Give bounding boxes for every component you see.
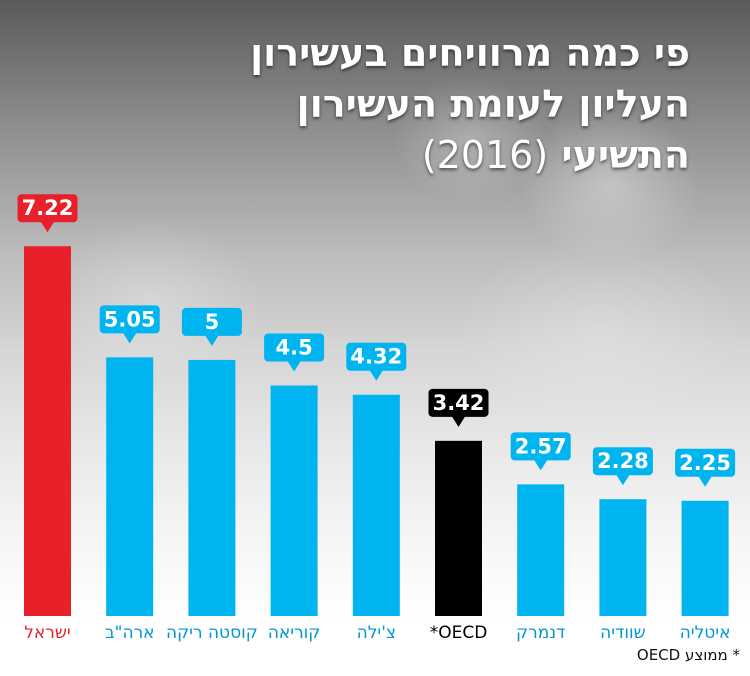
category-label-8: איטליה — [680, 623, 731, 643]
bar-4 — [352, 394, 400, 616]
value-label-1: 5.05 — [104, 307, 156, 331]
category-label-2: קוסטה ריקה — [166, 623, 258, 643]
bar-0 — [24, 246, 71, 616]
bar-3 — [270, 385, 318, 616]
value-label-5: 3.42 — [433, 391, 485, 415]
bar-2 — [188, 359, 236, 616]
footnote: * ממוצע OECD — [636, 646, 740, 664]
value-callout-3 — [264, 333, 325, 362]
value-callout-4 — [346, 342, 407, 371]
category-label-3: קוריאה — [268, 623, 321, 643]
value-callout-2 — [181, 307, 242, 336]
category-label-4: צ'ילה — [357, 623, 396, 643]
chart-title: פי כמה מרוויחים בעשירון העליון לעומת העש… — [40, 28, 690, 181]
bar-8 — [681, 500, 729, 616]
value-callout-1 — [99, 305, 160, 334]
title-year: (2016) — [421, 133, 549, 177]
bar-7 — [599, 499, 647, 616]
bar-1 — [106, 357, 154, 616]
value-callout-pointer-5 — [451, 415, 466, 427]
value-callout-pointer-4 — [369, 369, 384, 381]
value-callout-pointer-0 — [40, 221, 55, 233]
category-label-7: שוודיה — [600, 623, 646, 643]
value-label-3: 4.5 — [275, 336, 312, 360]
category-label-6: דנמרק — [516, 623, 565, 643]
value-callout-pointer-8 — [698, 475, 713, 487]
value-label-6: 2.57 — [515, 434, 567, 458]
title-line-3-text: התשיעי — [561, 133, 690, 177]
title-line-1: פי כמה מרוויחים בעשירון — [250, 31, 690, 75]
category-label-0: ישראל — [24, 623, 70, 643]
bar-5 — [435, 440, 482, 616]
value-label-8: 2.25 — [679, 451, 731, 475]
title-line-2: העליון לעומת העשירון — [296, 82, 690, 126]
value-label-4: 4.32 — [350, 345, 402, 369]
value-callout-pointer-6 — [533, 459, 548, 471]
value-callout-0 — [17, 194, 78, 223]
category-label-5: OECD* — [430, 623, 488, 643]
bar-6 — [517, 484, 565, 616]
value-callout-5 — [428, 388, 489, 417]
value-label-7: 2.28 — [597, 449, 649, 473]
value-callout-7 — [592, 447, 653, 476]
value-callout-pointer-2 — [204, 334, 219, 346]
value-callout-pointer-7 — [615, 474, 630, 486]
value-label-2: 5 — [205, 310, 220, 334]
category-label-1: ארה"ב — [105, 623, 155, 643]
value-callout-8 — [675, 448, 736, 477]
value-callout-6 — [510, 432, 571, 461]
value-label-0: 7.22 — [22, 196, 74, 220]
title-line-3: התשיעי (2016) — [40, 130, 690, 181]
value-callout-pointer-3 — [287, 360, 302, 372]
value-callout-pointer-1 — [122, 332, 137, 344]
